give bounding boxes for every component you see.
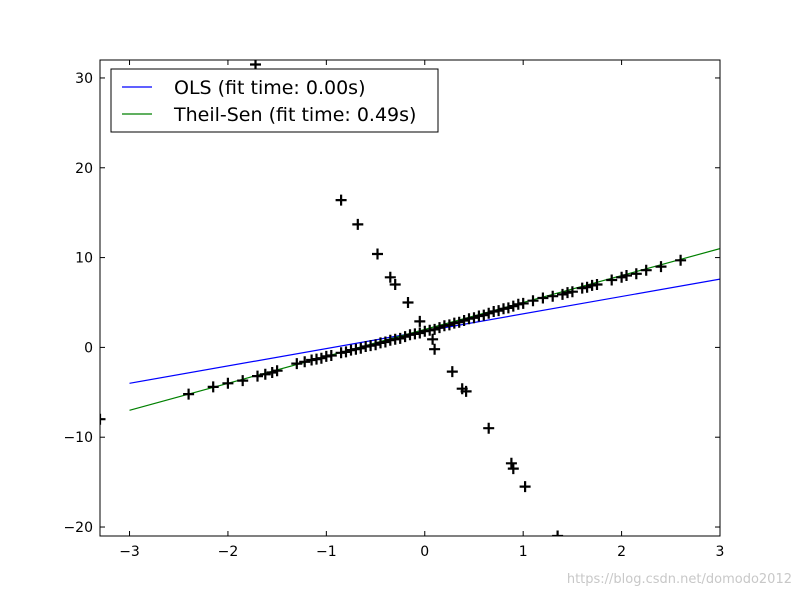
data-point [519,481,531,493]
x-tick-label: 3 [716,544,725,560]
data-point [237,375,249,387]
data-point [352,218,364,230]
data-point [446,366,458,378]
data-point [468,312,480,324]
data-point [591,279,603,290]
data-point [299,356,311,368]
data-point [434,322,445,334]
data-point [566,286,578,298]
data-point [259,368,271,380]
watermark-text: https://blog.csdn.net/domodo2012 [567,572,792,587]
data-point [379,336,391,348]
data-point [478,309,490,321]
data-point [502,302,514,314]
data-point [443,319,455,331]
data-point [606,274,618,286]
x-tick-label: −3 [119,544,140,560]
y-tick-label: −20 [63,520,93,536]
data-point [252,370,263,382]
data-point [271,365,283,377]
data-point [250,60,261,70]
data-point [207,381,219,393]
data-point [483,307,495,319]
data-point [266,367,278,378]
data-point [291,358,303,370]
data-point [183,388,195,400]
data-point [527,295,539,307]
data-point [458,315,470,326]
legend-label-0: OLS (fit time: 0.00s) [174,77,366,99]
x-tick-label: 1 [519,544,528,560]
data-point [384,271,396,283]
data-point [335,194,347,206]
x-tick-label: −1 [316,544,337,560]
data-point [675,254,687,266]
data-point [483,422,495,434]
data-point [640,264,652,276]
data-point [460,385,472,397]
y-tick-label: −10 [63,430,93,446]
legend: OLS (fit time: 0.00s) Theil-Sen (fit time… [110,68,439,133]
y-tick-label: 0 [84,340,93,356]
x-tick-label: 2 [617,544,626,560]
data-point [616,271,628,283]
plot-frame [99,59,721,537]
x-tick-label: 0 [420,544,429,560]
data-point [507,300,519,312]
legend-label-1: Theil-Sen (fit time: 0.49s) [173,104,416,126]
x-axis: −3 −2 −1 0 1 2 3 [119,60,724,560]
data-point [427,333,439,345]
data-point [557,288,568,300]
data-point [325,350,337,361]
y-axis: −20 −10 0 10 20 30 [63,71,720,536]
data-point [547,290,559,302]
data-point [505,457,517,469]
data-point [429,343,441,355]
data-point [621,270,632,281]
data-point [581,281,593,293]
data-point [655,261,667,273]
data-point [630,268,642,280]
data-point [370,339,382,351]
data-point [414,327,426,339]
data-point [453,316,465,328]
data-point [315,352,327,364]
x-tick-label: −2 [218,544,239,560]
data-point [517,297,529,309]
data-point [429,323,441,335]
data-point [394,332,406,344]
data-point [402,297,414,308]
data-point [100,413,106,425]
legend-box [110,68,439,133]
y-tick-label: 30 [75,71,93,87]
data-point [389,279,401,290]
y-tick-label: 10 [75,251,93,267]
data-point [493,305,505,317]
y-tick-label: 20 [75,161,93,177]
data-point [414,315,426,327]
data-point [372,248,383,260]
data-point [340,346,352,358]
data-points [100,60,687,536]
data-point [552,530,564,536]
data-point [355,342,367,354]
data-point [537,292,549,304]
data-point [222,377,234,389]
data-point [507,463,519,475]
data-point [399,331,411,343]
